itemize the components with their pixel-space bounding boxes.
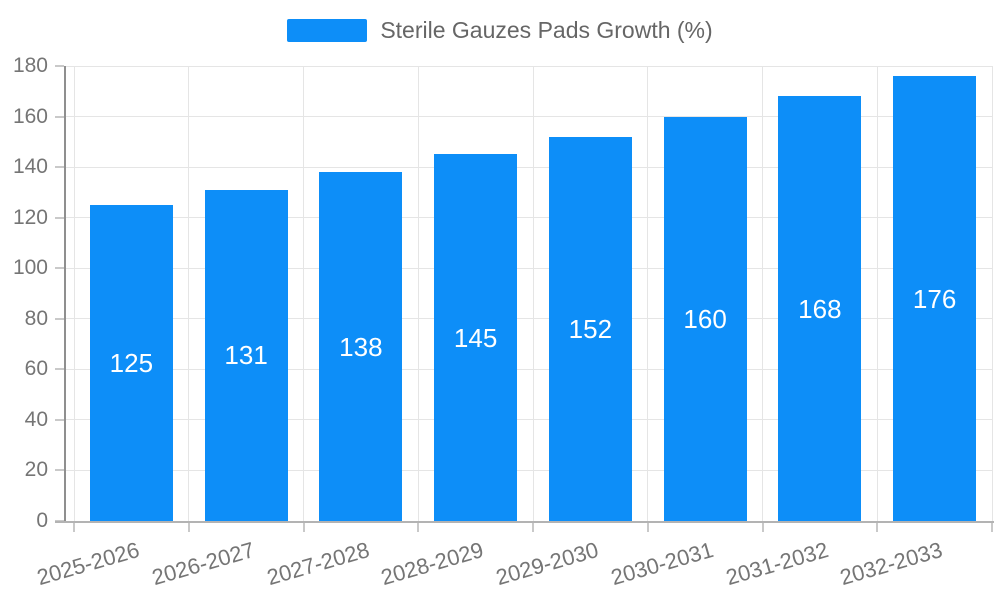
bar-value-label: 176 xyxy=(912,283,957,314)
x-tick xyxy=(73,523,75,532)
y-gridline xyxy=(65,65,992,67)
y-gridline xyxy=(65,166,992,168)
x-tick xyxy=(646,523,649,532)
bar-value-label: 125 xyxy=(109,348,154,378)
x-tick xyxy=(876,523,879,532)
x-axis-label: 2031-2032 xyxy=(722,537,831,591)
x-axis-label: 2027-2028 xyxy=(263,537,372,591)
chart-legend[interactable]: Sterile Gauzes Pads Growth (%) xyxy=(0,19,1000,42)
bar-value-label: 138 xyxy=(339,331,383,362)
x-tick xyxy=(991,523,993,532)
bar-2029-2030[interactable] xyxy=(548,136,632,521)
y-gridline xyxy=(65,318,992,320)
bar-2026-2027[interactable] xyxy=(204,189,288,521)
y-gridline xyxy=(65,419,992,421)
x-gridline xyxy=(647,66,649,521)
x-tick xyxy=(302,523,305,532)
bar-2028-2029[interactable] xyxy=(434,154,518,521)
x-tick xyxy=(532,523,534,532)
y-axis-label: 0 xyxy=(36,509,48,532)
x-gridline xyxy=(991,66,993,521)
y-gridline xyxy=(65,368,992,370)
bar-value-label: 131 xyxy=(224,340,268,371)
x-axis-label: 2030-2031 xyxy=(607,537,717,591)
y-tick xyxy=(55,368,64,371)
x-gridline xyxy=(188,66,190,521)
y-tick xyxy=(55,418,64,421)
y-tick xyxy=(55,166,64,169)
y-tick xyxy=(55,317,64,320)
bar-2025-2026[interactable] xyxy=(89,205,173,521)
y-axis-label: 20 xyxy=(24,458,48,482)
bar-2030-2031[interactable] xyxy=(663,116,747,521)
y-axis-label: 180 xyxy=(12,54,48,77)
bar-2032-2033[interactable] xyxy=(893,76,977,521)
y-gridline xyxy=(65,116,992,118)
y-tick xyxy=(55,65,64,67)
x-gridline xyxy=(73,66,75,521)
x-gridline xyxy=(876,66,878,521)
y-axis-label: 40 xyxy=(24,407,48,431)
y-axis-label: 160 xyxy=(12,104,48,128)
legend-swatch xyxy=(287,19,368,42)
y-axis-label: 120 xyxy=(12,205,48,229)
x-axis-label: 2029-2030 xyxy=(493,537,602,591)
y-gridline xyxy=(65,217,992,219)
bar-value-label: 145 xyxy=(453,322,498,353)
x-axis-label: 2032-2033 xyxy=(837,537,946,591)
bar-value-label: 168 xyxy=(798,293,842,324)
x-axis-label: 2028-2029 xyxy=(378,537,487,591)
x-axis-line xyxy=(55,521,994,523)
y-axis-label: 60 xyxy=(24,357,48,381)
x-axis-label: 2026-2027 xyxy=(148,537,258,591)
x-tick xyxy=(761,523,764,532)
x-gridline xyxy=(417,66,419,521)
y-axis-label: 100 xyxy=(12,256,48,280)
y-gridline xyxy=(65,469,992,471)
bar-2031-2032[interactable] xyxy=(778,96,862,521)
bar-value-label: 160 xyxy=(683,303,727,334)
x-tick xyxy=(187,523,190,532)
x-gridline xyxy=(532,66,534,521)
bar-2027-2028[interactable] xyxy=(319,172,403,521)
x-axis-label: 2025-2026 xyxy=(34,537,143,591)
y-axis-label: 80 xyxy=(24,306,48,330)
bar-value-label: 152 xyxy=(568,313,613,344)
y-axis-label: 140 xyxy=(12,155,48,179)
legend-label: Sterile Gauzes Pads Growth (%) xyxy=(380,17,713,43)
x-tick xyxy=(417,523,420,532)
y-tick xyxy=(55,469,64,472)
y-tick xyxy=(55,115,64,118)
x-gridline xyxy=(303,66,304,521)
y-gridline xyxy=(65,267,992,269)
y-tick xyxy=(55,267,64,270)
x-gridline xyxy=(762,66,763,521)
y-axis-line xyxy=(63,66,66,523)
y-tick xyxy=(55,216,64,219)
